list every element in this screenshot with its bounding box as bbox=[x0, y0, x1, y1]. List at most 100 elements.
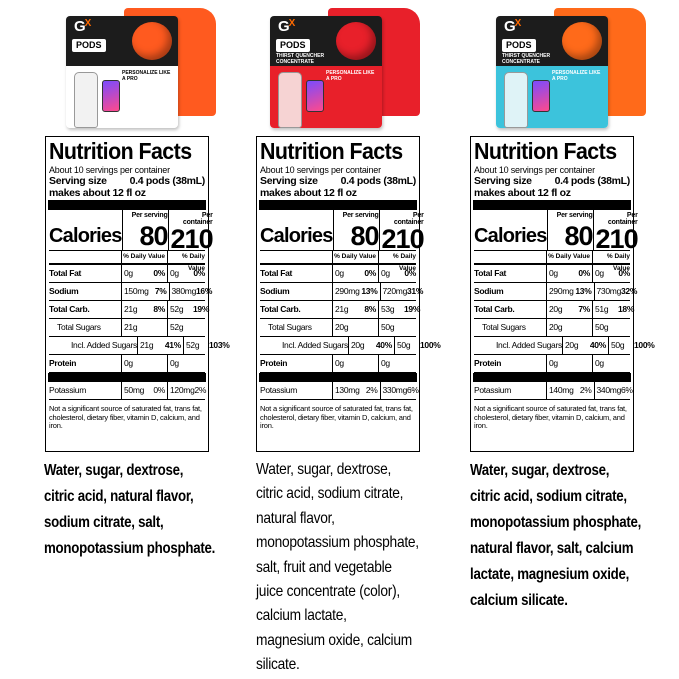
amount-per-container: 50g bbox=[592, 319, 618, 337]
amount-per-container: 730mg bbox=[593, 283, 621, 301]
daily-value-per-serving bbox=[147, 319, 167, 336]
divider-thick bbox=[259, 373, 417, 383]
nutrition-facts-title: Nutrition Facts bbox=[474, 138, 617, 164]
per-serving-header: Per serving bbox=[131, 212, 168, 220]
pack-tagline: PERSONALIZE LIKE A PRO bbox=[552, 70, 601, 82]
phone-image bbox=[532, 80, 550, 112]
amount-per-container: 380mg bbox=[168, 283, 196, 301]
nutrient-row: Sodium 290mg 13% 720mg 31% bbox=[260, 283, 423, 302]
dv-spacer bbox=[474, 251, 546, 263]
per-container-header: Per container bbox=[607, 212, 638, 227]
nutrient-row: Potassium 50mg 0% 120mg 2% bbox=[49, 382, 206, 401]
daily-value-header-row: % Daily Value % Daily Value bbox=[49, 251, 205, 272]
daily-value-per-container: 6% bbox=[407, 385, 419, 396]
serving-size-row: Serving size 0.4 pods (38mL) bbox=[260, 175, 416, 187]
nutrient-row: Incl. Added Sugars 20g 40% 50g 100% bbox=[474, 337, 655, 356]
amount-per-container: 0g bbox=[378, 265, 404, 283]
nutrition-facts-title: Nutrition Facts bbox=[260, 138, 403, 164]
daily-value-per-container: 0% bbox=[404, 268, 416, 279]
product-package-image: GX PODS PERSONALIZE LIKE A PRO bbox=[66, 8, 216, 130]
nutrient-name: Incl. Added Sugars bbox=[71, 340, 137, 351]
calories-per-container-col: Per container 210 bbox=[592, 210, 639, 255]
squeeze-bottle-image bbox=[278, 72, 302, 128]
brand-logo: GX bbox=[74, 19, 91, 35]
amount-per-serving: 0g bbox=[121, 355, 147, 373]
servings-per-container: About 10 servings per container bbox=[474, 165, 595, 175]
per-serving-header: Per serving bbox=[342, 212, 379, 220]
pack-subtitle: THIRST QUENCHER CONCENTRATE bbox=[502, 53, 551, 65]
pack-tagline: PERSONALIZE LIKE A PRO bbox=[326, 70, 375, 82]
product-column-3: GX PODS THIRST QUENCHER CONCENTRATE PERS… bbox=[456, 0, 672, 679]
product-package-image: GX PODS THIRST QUENCHER CONCENTRATE PERS… bbox=[496, 8, 646, 130]
dv-spacer bbox=[260, 251, 332, 263]
ingredients-text: Water, sugar, dextrose, citric acid, sod… bbox=[256, 461, 419, 674]
pack-bottom-panel: PERSONALIZE LIKE A PRO bbox=[270, 66, 382, 128]
amount-per-serving: 20g bbox=[347, 337, 374, 355]
nutrient-name: Total Carb. bbox=[260, 304, 301, 315]
brand-logo: GX bbox=[504, 19, 521, 35]
ingredients-text: Water, sugar, dextrose, citric acid, sod… bbox=[470, 462, 642, 609]
nutrient-rows: Total Fat 0g 0% 0g 0% Sodium 150mg 7% 380mg 16% To… bbox=[48, 265, 230, 401]
daily-value-per-container bbox=[618, 319, 630, 336]
daily-value-per-serving: 0% bbox=[578, 268, 590, 279]
nutrition-facts-label: Nutrition Facts About 10 servings per co… bbox=[256, 136, 441, 452]
daily-value-per-serving: 41% bbox=[164, 340, 181, 351]
serving-size-label: Serving size bbox=[49, 175, 107, 187]
divider-thick bbox=[473, 373, 631, 383]
per-container-header: Per container bbox=[393, 212, 424, 227]
nutrient-row: Total Carb. 21g 8% 52g 19% bbox=[49, 301, 209, 320]
amount-per-container: 52g bbox=[167, 319, 193, 337]
nutrition-footnote: Not a significant source of saturated fa… bbox=[49, 404, 202, 431]
nutrient-row: Total Carb. 20g 7% 51g 18% bbox=[474, 301, 634, 320]
daily-value-per-serving: 0% bbox=[153, 268, 165, 279]
nutrient-row: Protein 0g 0g bbox=[260, 355, 416, 374]
nutrient-name: Total Sugars bbox=[57, 322, 101, 333]
amount-per-container: 50g bbox=[378, 319, 404, 337]
daily-value-per-serving: 2% bbox=[365, 385, 378, 396]
calories-per-container-col: Per container 210 bbox=[378, 210, 425, 253]
amount-per-container: 0g bbox=[167, 265, 193, 283]
amount-per-serving: 290mg bbox=[332, 283, 360, 301]
daily-value-per-container: 0% bbox=[193, 268, 205, 279]
brand-logo: GX bbox=[278, 19, 295, 35]
calories-per-container: 210 bbox=[170, 224, 214, 255]
makes-amount: makes about 12 fl oz bbox=[260, 187, 357, 200]
nutrient-row: Total Sugars 21g 52g bbox=[49, 319, 205, 338]
daily-value-per-serving: 7% bbox=[578, 304, 590, 315]
nutrient-name: Protein bbox=[474, 358, 502, 369]
nutrient-rows: Total Fat 0g 0% 0g 0% Sodium 290mg 13% 720mg 31% T… bbox=[259, 265, 441, 401]
amount-per-container: 53g bbox=[378, 301, 404, 319]
nutrient-name: Potassium bbox=[49, 385, 86, 396]
calories-row: Calories Per serving 80 Per container 21… bbox=[474, 210, 639, 253]
amount-per-serving: 20g bbox=[561, 337, 588, 355]
nutrient-row: Protein 0g 0g bbox=[474, 355, 630, 374]
daily-value-per-serving bbox=[358, 355, 378, 372]
serving-size-row: Serving size 0.4 pods (38mL) bbox=[49, 175, 205, 187]
pack-top-band: GX PODS THIRST QUENCHER CONCENTRATE bbox=[270, 16, 382, 66]
calories-per-container: 210 bbox=[595, 224, 639, 255]
amount-per-container: 340mg bbox=[593, 382, 621, 400]
daily-value-per-serving: 8% bbox=[153, 304, 165, 315]
pack-product-name: PODS bbox=[276, 39, 310, 52]
amount-per-serving: 20g bbox=[546, 319, 572, 337]
divider-thick bbox=[259, 200, 417, 211]
pack-subtitle: THIRST QUENCHER CONCENTRATE bbox=[276, 53, 325, 65]
nutrient-name: Sodium bbox=[260, 286, 290, 297]
daily-value-per-container: 100% bbox=[419, 340, 441, 351]
daily-value-per-serving: 2% bbox=[579, 385, 592, 396]
pod-image bbox=[562, 22, 602, 60]
daily-value-header-row: % Daily Value % Daily Value bbox=[474, 251, 630, 272]
pack-bottom-panel: PERSONALIZE LIKE A PRO bbox=[66, 66, 178, 128]
nutrition-footnote: Not a significant source of saturated fa… bbox=[474, 404, 627, 431]
pack-top-band: GX PODS THIRST QUENCHER CONCENTRATE bbox=[496, 16, 608, 66]
dv-spacer bbox=[49, 251, 121, 263]
nutrient-rows: Total Fat 0g 0% 0g 0% Sodium 290mg 13% 730mg 32% T… bbox=[473, 265, 655, 401]
daily-value-header-1: % Daily Value bbox=[121, 251, 167, 264]
daily-value-per-serving: 8% bbox=[364, 304, 376, 315]
daily-value-per-serving: 13% bbox=[575, 286, 592, 297]
pod-image bbox=[132, 22, 172, 60]
daily-value-per-container bbox=[193, 355, 205, 372]
daily-value-header-1: % Daily Value bbox=[546, 251, 592, 264]
product-column-1: GX PODS PERSONALIZE LIKE A PRO Nutrition… bbox=[16, 0, 232, 679]
daily-value-per-serving: 7% bbox=[154, 286, 167, 297]
